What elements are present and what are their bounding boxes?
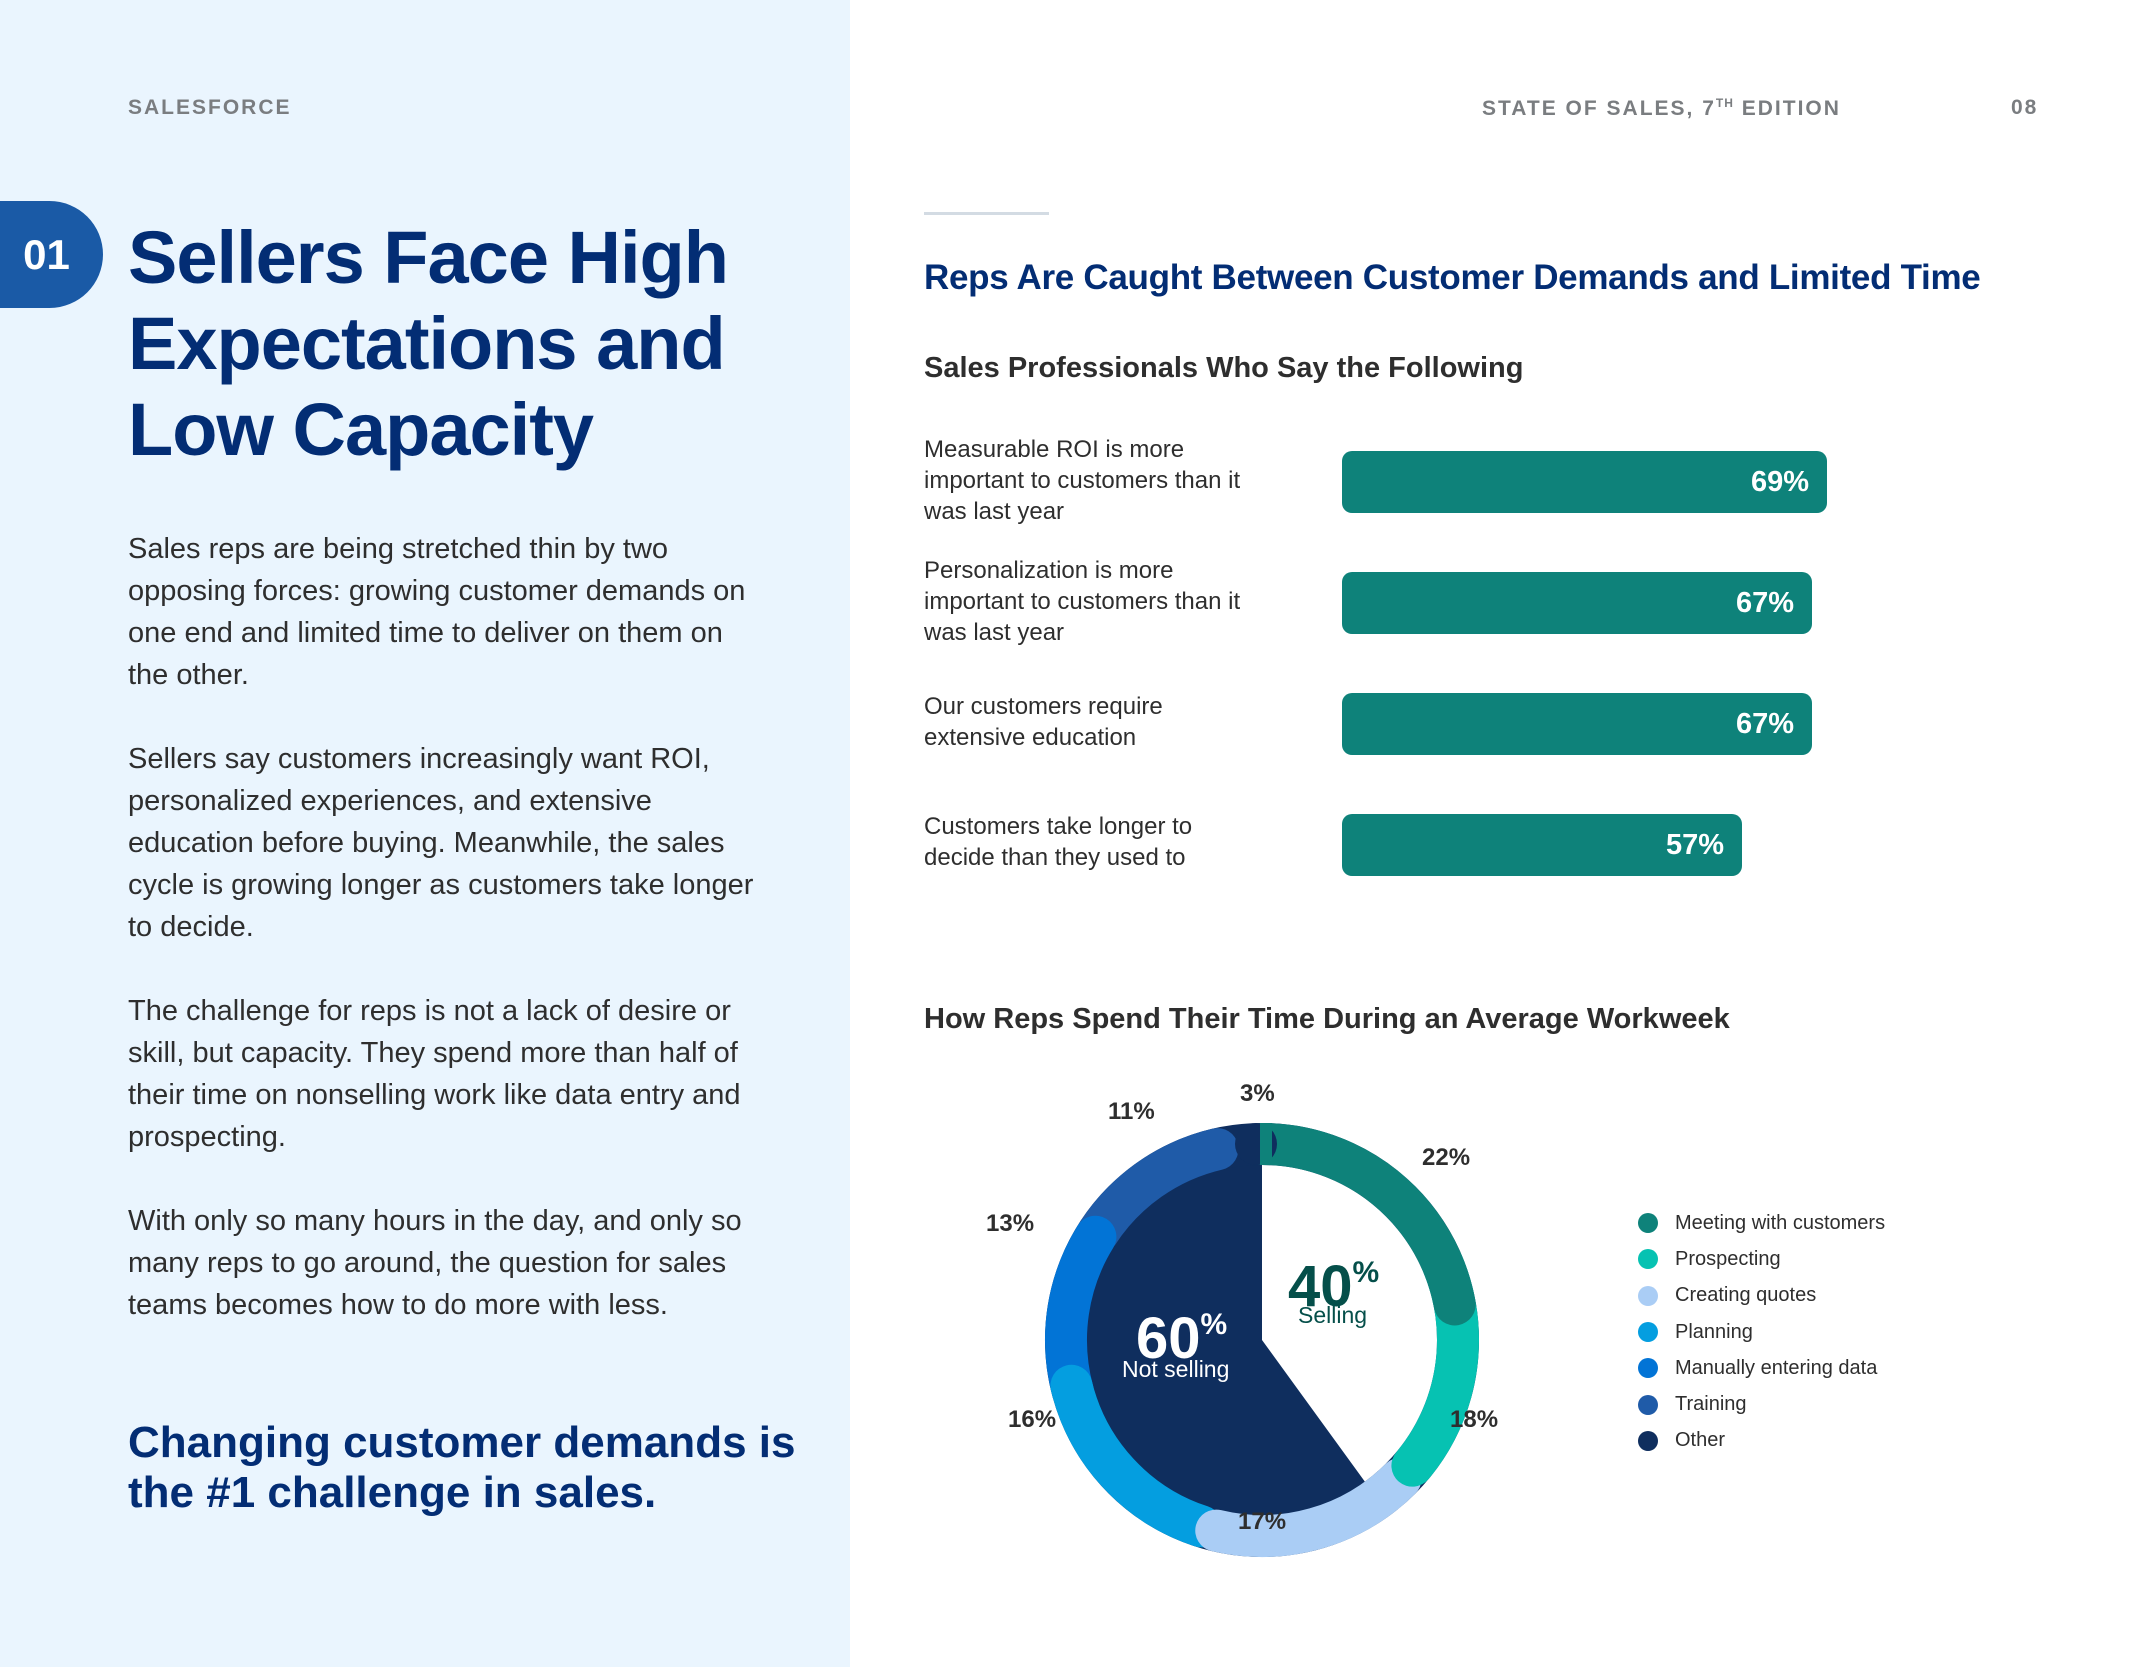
bar-label: Our customers require extensive educatio… [924, 693, 1163, 751]
legend-label: Planning [1675, 1320, 1753, 1343]
edition-sup: TH [1715, 96, 1734, 110]
legend-dot-icon [1638, 1249, 1658, 1270]
legend-label: Other [1675, 1429, 1726, 1452]
legend-item: Planning [1638, 1314, 1885, 1350]
paragraph: The challenge for reps is not a lack of … [128, 995, 741, 1153]
section-title: Reps Are Caught Between Customer Demands… [924, 258, 1981, 297]
bar-chart-title: Sales Professionals Who Say the Followin… [924, 352, 1524, 384]
brand-label: SALESFORCE [128, 96, 292, 119]
donut-legend: Meeting with customers Prospecting Creat… [1638, 1205, 1885, 1459]
bar: 57% [1342, 814, 1742, 876]
pct-sign: % [1352, 1256, 1380, 1289]
bar-row: Our customers require extensive educatio… [924, 691, 2024, 781]
pct-label-meeting: 22% [1422, 1144, 1471, 1171]
donut-chart: 3% 11% 22% 13% 16% 18% 17% 60% Not selli… [986, 1050, 1560, 1610]
pct-sign: % [1200, 1308, 1228, 1341]
bar-row: Customers take longer to decide than the… [924, 811, 2024, 901]
paragraph: Sales reps are being stretched thin by t… [128, 533, 746, 691]
paragraph: With only so many hours in the day, and … [128, 1205, 742, 1321]
legend-item: Prospecting [1638, 1241, 1885, 1277]
not-selling-label: Not selling [1122, 1356, 1230, 1382]
chapter-badge: 01 [0, 201, 103, 308]
bar-label: Measurable ROI is more important to cust… [924, 436, 1241, 525]
not-selling-value: 60% [1136, 1296, 1227, 1368]
bar-label: Personalization is more important to cus… [924, 557, 1241, 646]
legend-dot-icon [1638, 1358, 1658, 1379]
donut-chart-title: How Reps Spend Their Time During an Aver… [924, 1003, 1730, 1035]
bar-value: 69% [1750, 465, 1809, 498]
donut-graphic [1045, 1123, 1479, 1557]
bar-value: 57% [1665, 828, 1724, 861]
legend-item: Meeting with customers [1638, 1205, 1885, 1241]
legend-dot-icon [1638, 1213, 1658, 1234]
ring-meeting-start [1260, 1123, 1272, 1165]
bar: 67% [1342, 572, 1812, 634]
bar-row: Personalization is more important to cus… [924, 555, 2024, 646]
callout-quote: Changing customer demands is the #1 chal… [128, 1418, 796, 1517]
divider-line [924, 212, 1049, 215]
edition-label: STATE OF SALES, 7TH EDITION [1482, 96, 1841, 121]
bar-label: Customers take longer to decide than the… [924, 813, 1193, 871]
value: 60 [1136, 1306, 1201, 1371]
pct-label-other: 3% [1240, 1080, 1275, 1107]
value: 40 [1288, 1254, 1353, 1319]
legend-dot-icon [1638, 1285, 1658, 1306]
legend-label: Manually entering data [1675, 1356, 1878, 1379]
pct-label-training: 11% [1108, 1098, 1155, 1125]
paragraph: Sellers say customers increasingly want … [128, 743, 754, 943]
edition-prefix: STATE OF SALES, 7 [1482, 97, 1716, 120]
edition-suffix: EDITION [1733, 97, 1841, 120]
legend-label: Training [1675, 1393, 1747, 1416]
legend-item: Training [1638, 1386, 1885, 1422]
legend-label: Prospecting [1675, 1247, 1781, 1270]
selling-label: Selling [1298, 1302, 1368, 1328]
body-text: Sales reps are being stretched thin by t… [128, 528, 768, 1368]
legend-dot-icon [1638, 1394, 1658, 1415]
left-panel: SALESFORCE 01 Sellers Face High Expectat… [0, 0, 850, 1667]
legend-dot-icon [1638, 1322, 1658, 1343]
bar-value: 67% [1735, 707, 1794, 740]
pct-label-prospecting: 18% [1450, 1406, 1499, 1433]
bar-value: 67% [1735, 586, 1794, 619]
bar: 67% [1342, 693, 1812, 755]
legend-item: Creating quotes [1638, 1278, 1885, 1314]
legend-item: Other [1638, 1423, 1885, 1459]
legend-dot-icon [1638, 1430, 1658, 1451]
bar-row: Measurable ROI is more important to cust… [924, 434, 2024, 525]
legend-label: Creating quotes [1675, 1284, 1817, 1307]
legend-item: Manually entering data [1638, 1350, 1885, 1386]
selling-value: 40% [1288, 1244, 1379, 1316]
not-selling-slice [1085, 1164, 1366, 1516]
pct-label-manual-data: 13% [986, 1210, 1035, 1237]
legend-label: Meeting with customers [1675, 1211, 1886, 1234]
pct-label-quotes: 17% [1238, 1508, 1287, 1535]
page-number: 08 [2011, 96, 2039, 119]
page-title: Sellers Face High Expectations and Low C… [128, 216, 729, 471]
bar: 69% [1342, 451, 1827, 513]
pct-label-planning: 16% [1008, 1406, 1057, 1433]
